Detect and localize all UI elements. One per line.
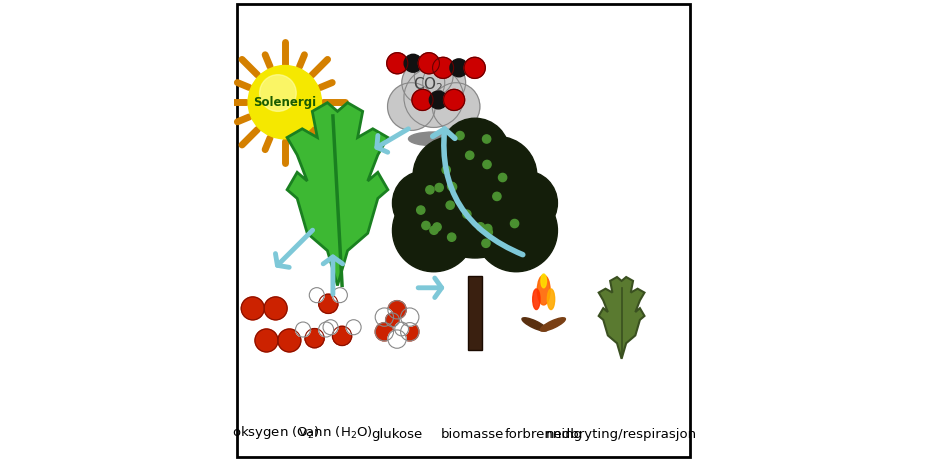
Circle shape <box>422 221 430 230</box>
Circle shape <box>475 189 557 272</box>
Circle shape <box>483 160 491 169</box>
Text: biomasse: biomasse <box>441 428 504 441</box>
Ellipse shape <box>533 289 540 309</box>
Circle shape <box>511 219 519 228</box>
Circle shape <box>493 171 557 235</box>
Circle shape <box>387 53 408 74</box>
Circle shape <box>476 223 485 231</box>
Text: glukose: glukose <box>372 428 423 441</box>
Ellipse shape <box>522 318 547 331</box>
Circle shape <box>387 301 406 319</box>
Circle shape <box>484 228 492 236</box>
Circle shape <box>482 239 490 248</box>
Circle shape <box>248 65 322 139</box>
Circle shape <box>418 53 439 74</box>
Circle shape <box>442 166 451 174</box>
Circle shape <box>412 89 433 111</box>
Circle shape <box>416 206 425 214</box>
Circle shape <box>450 59 468 77</box>
Circle shape <box>499 173 507 182</box>
Circle shape <box>387 83 435 130</box>
Circle shape <box>404 54 422 72</box>
Circle shape <box>387 330 406 348</box>
Circle shape <box>260 75 297 112</box>
Circle shape <box>413 136 491 214</box>
Circle shape <box>346 320 362 335</box>
Circle shape <box>420 148 530 258</box>
Text: nedbryting/respirasjon: nedbryting/respirasjon <box>546 428 697 441</box>
Circle shape <box>333 288 348 303</box>
Ellipse shape <box>409 132 459 146</box>
Ellipse shape <box>540 318 565 331</box>
Circle shape <box>443 89 464 111</box>
Circle shape <box>449 183 457 191</box>
Circle shape <box>459 136 537 214</box>
Circle shape <box>375 308 394 326</box>
Polygon shape <box>599 277 644 359</box>
Circle shape <box>432 83 480 130</box>
Circle shape <box>241 297 264 320</box>
Circle shape <box>484 225 492 233</box>
Circle shape <box>395 322 409 336</box>
Ellipse shape <box>547 289 554 309</box>
Circle shape <box>430 226 438 234</box>
Circle shape <box>278 329 301 352</box>
Circle shape <box>493 192 501 201</box>
Circle shape <box>310 288 324 303</box>
Circle shape <box>255 329 278 352</box>
Circle shape <box>446 201 454 209</box>
Circle shape <box>465 151 474 160</box>
Circle shape <box>425 186 434 194</box>
FancyBboxPatch shape <box>467 276 482 349</box>
Circle shape <box>464 57 485 78</box>
Text: oksygen (O$_2$): oksygen (O$_2$) <box>232 424 320 441</box>
Circle shape <box>433 223 441 231</box>
Circle shape <box>319 322 334 337</box>
Circle shape <box>448 233 456 241</box>
Circle shape <box>296 322 311 337</box>
Circle shape <box>400 323 419 341</box>
Circle shape <box>264 297 287 320</box>
Ellipse shape <box>538 275 550 305</box>
Circle shape <box>401 61 445 104</box>
Circle shape <box>375 323 394 341</box>
Circle shape <box>463 210 471 218</box>
Text: forbrenning: forbrenning <box>504 428 583 441</box>
Text: vann (H$_2$O): vann (H$_2$O) <box>298 425 373 441</box>
Text: Solenergi: Solenergi <box>253 96 316 109</box>
Circle shape <box>400 308 419 326</box>
Circle shape <box>392 189 475 272</box>
Ellipse shape <box>541 274 546 288</box>
Circle shape <box>433 57 453 78</box>
Circle shape <box>423 61 465 104</box>
Text: CO$_2$: CO$_2$ <box>413 76 443 94</box>
Circle shape <box>386 313 400 327</box>
Circle shape <box>404 68 464 127</box>
Circle shape <box>319 294 338 313</box>
Circle shape <box>435 183 443 192</box>
Circle shape <box>456 131 464 140</box>
Circle shape <box>323 320 338 335</box>
Circle shape <box>429 91 447 109</box>
Circle shape <box>482 135 490 143</box>
Circle shape <box>305 329 324 348</box>
Circle shape <box>392 171 457 235</box>
Circle shape <box>414 57 453 95</box>
FancyBboxPatch shape <box>236 4 691 457</box>
Circle shape <box>333 326 351 345</box>
Circle shape <box>448 182 456 190</box>
Polygon shape <box>287 103 387 285</box>
Circle shape <box>440 118 509 187</box>
